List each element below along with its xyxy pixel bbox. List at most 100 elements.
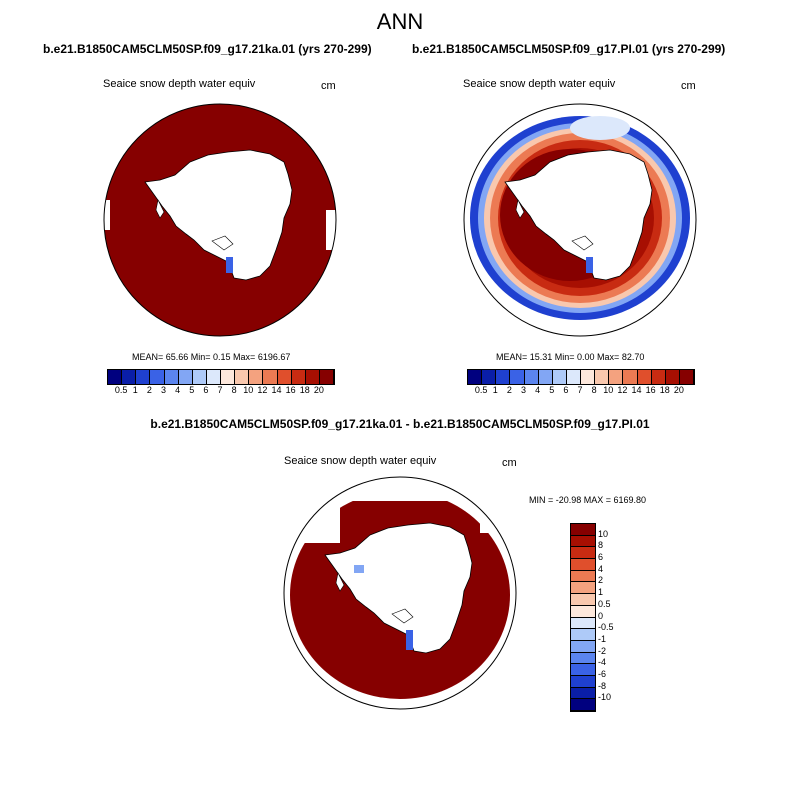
colorbar-top-right-swatch	[623, 370, 638, 384]
colorbar-top-right-swatch	[566, 370, 581, 384]
colorbar-top-left-tick-label: 2	[146, 385, 152, 395]
colorbar-bottom-swatch	[571, 605, 595, 618]
colorbar-bottom-swatch	[571, 594, 595, 606]
colorbar-bottom-tick-label: 1	[598, 587, 604, 598]
colorbar-labels-top-right: 0.5 1 2 3 4 5 6 7 8 10 12 14 16 18 20	[467, 385, 693, 397]
colorbar-bottom-swatch	[571, 547, 595, 560]
case-title-bottom: b.e21.B1850CAM5CLM50SP.f09_g17.21ka.01 -…	[150, 417, 650, 431]
colorbar-top-left-swatch	[291, 370, 306, 384]
colorbar-bottom	[570, 523, 596, 712]
ice-shelf-outline	[515, 199, 525, 219]
colorbar-bottom-swatch	[571, 617, 595, 630]
polar-map-top-right	[463, 103, 697, 337]
colorbar-top-right-tick-label: 12	[617, 385, 628, 395]
colorbar-bottom-tick-label: -10	[598, 692, 612, 703]
colorbar-bottom-swatch	[571, 652, 595, 665]
ice-shelf-outline	[391, 608, 414, 624]
colorbar-bottom-tick-label: 2	[598, 575, 604, 586]
ice-shelf-outline	[155, 199, 165, 219]
variable-label-top-right: Seaice snow depth water equiv	[463, 78, 616, 90]
colorbar-top-right-tick-label: 0.5	[474, 385, 488, 395]
colorbar-top-left-swatch	[108, 370, 123, 384]
colorbar-top-right-tick-label: 14	[631, 385, 642, 395]
colorbar-top-left-swatch	[164, 370, 179, 384]
colorbar-bottom-swatch	[571, 524, 595, 536]
ice-shelf-outline	[211, 235, 234, 251]
antarctica-landmass	[504, 149, 653, 281]
case-title-top-right: b.e21.B1850CAM5CLM50SP.f09_g17.PI.01 (yr…	[412, 42, 726, 56]
colorbar-labels-top-left: 0.5 1 2 3 4 5 6 7 8 10 12 14 16 18 20	[107, 385, 333, 397]
colorbar-top-right-swatch	[595, 370, 610, 384]
colorbar-top-right-swatch	[609, 370, 624, 384]
colorbar-bottom-tick-label: -1	[598, 633, 607, 644]
stats-top-left: MEAN= 65.66 Min= 0.15 Max= 6196.67	[132, 352, 291, 362]
colorbar-top-right-swatch	[468, 370, 483, 384]
colorbar-top-right-tick-label: 10	[603, 385, 614, 395]
open-ocean-patch	[326, 210, 336, 250]
colorbar-top-right-tick-label: 3	[520, 385, 527, 395]
colorbar-bottom-swatch	[571, 640, 595, 653]
colorbar-top-right-swatch	[482, 370, 497, 384]
colorbar-top-right-tick-label: 5	[549, 385, 555, 395]
colorbar-bottom-swatch	[571, 664, 595, 676]
colorbar-bottom-tick-label: -2	[598, 645, 607, 656]
colorbar-bottom-tick-label: -0.5	[598, 622, 614, 633]
colorbar-top-left-swatch	[150, 370, 165, 384]
negative-anomaly-patch	[406, 630, 413, 650]
variable-label-bottom: Seaice snow depth water equiv	[284, 455, 437, 467]
units-label-bottom: cm	[502, 457, 517, 469]
colorbar-top-left-tick-label: 7	[217, 385, 223, 395]
open-ocean-patch	[104, 200, 110, 230]
colorbar-bottom-tick-label: -4	[598, 657, 607, 668]
colorbar-top-left-tick-label: 18	[299, 385, 310, 395]
variable-label-top-left: Seaice snow depth water equiv	[103, 78, 256, 90]
colorbar-top-left-tick-label: 8	[231, 385, 237, 395]
colorbar-top-right-swatch	[637, 370, 652, 384]
colorbar-top-left-tick-label: 10	[243, 385, 254, 395]
colorbar-top-left-tick-label: 14	[271, 385, 282, 395]
polar-map-bottom	[283, 476, 517, 710]
colorbar-top-left-tick-label: 12	[257, 385, 268, 395]
colorbar-top-right-tick-label: 16	[645, 385, 656, 395]
colorbar-top-left-swatch	[136, 370, 151, 384]
colorbar-top-left-swatch	[235, 370, 250, 384]
page-title: ANN	[376, 9, 424, 34]
colorbar-top-left-tick-label: 16	[285, 385, 296, 395]
colorbar-top-right-swatch	[510, 370, 525, 384]
colorbar-top-right-swatch	[538, 370, 553, 384]
colorbar-top-left-swatch	[263, 370, 278, 384]
stats-top-right: MEAN= 15.31 Min= 0.00 Max= 82.70	[496, 352, 645, 362]
colorbar-top-left-tick-label: 4	[175, 385, 181, 395]
sea-ice-band	[570, 116, 630, 140]
negative-anomaly-patch	[226, 257, 233, 273]
colorbar-top-right-tick-label: 4	[535, 385, 541, 395]
colorbar-bottom-tick-label: 4	[598, 563, 604, 574]
colorbar-top-left-swatch	[305, 370, 320, 384]
colorbar-top-left	[107, 369, 335, 385]
colorbar-top-right-tick-label: 18	[659, 385, 670, 395]
units-label-top-left: cm	[321, 80, 336, 92]
colorbar-top-right-swatch	[524, 370, 539, 384]
ice-shelf-outline	[335, 572, 345, 592]
colorbar-top-right-tick-label: 7	[577, 385, 583, 395]
ice-shelf-outline	[571, 235, 594, 251]
colorbar-bottom-tick-label: 0.5	[598, 598, 611, 609]
colorbar-top-left-swatch	[206, 370, 221, 384]
colorbar-top-right-swatch	[496, 370, 511, 384]
colorbar-bottom-swatch	[571, 570, 595, 583]
colorbar-top-left-swatch	[319, 370, 334, 384]
colorbar-top-left-swatch	[221, 370, 236, 384]
colorbar-top-right-tick-label: 6	[563, 385, 569, 395]
colorbar-top-right-swatch	[552, 370, 567, 384]
colorbar-bottom-tick-label: 10	[598, 528, 609, 539]
colorbar-top-left-swatch	[192, 370, 207, 384]
colorbar-bottom-swatch	[571, 675, 595, 688]
colorbar-top-left-tick-label: 20	[313, 385, 324, 395]
colorbar-top-right-swatch	[679, 370, 694, 384]
colorbar-top-left-tick-label: 6	[203, 385, 209, 395]
polar-map-top-left	[103, 103, 337, 337]
colorbar-bottom-tick-label: 0	[598, 610, 604, 621]
antarctica-landmass	[324, 522, 473, 654]
map-boundary	[463, 103, 697, 337]
colorbar-top-right-swatch	[581, 370, 596, 384]
